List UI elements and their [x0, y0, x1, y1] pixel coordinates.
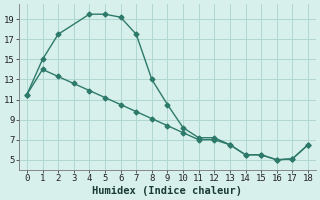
X-axis label: Humidex (Indice chaleur): Humidex (Indice chaleur) [92, 186, 243, 196]
